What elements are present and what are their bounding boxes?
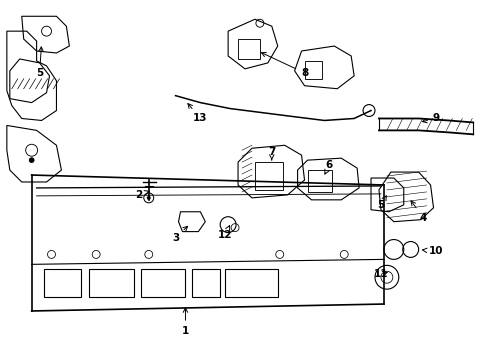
Text: 2: 2 <box>135 190 149 200</box>
Bar <box>224 269 277 297</box>
Bar <box>89 269 134 297</box>
Text: 6: 6 <box>324 160 332 174</box>
Bar <box>192 269 220 297</box>
Text: 7: 7 <box>267 147 275 160</box>
Text: 8: 8 <box>261 53 307 78</box>
Text: 1: 1 <box>182 308 189 336</box>
Text: 10: 10 <box>422 247 443 256</box>
Text: 4: 4 <box>410 201 427 223</box>
Text: 12: 12 <box>218 226 232 239</box>
Text: 11: 11 <box>373 269 387 279</box>
Circle shape <box>29 158 34 163</box>
Bar <box>141 269 185 297</box>
Bar <box>43 269 81 297</box>
Bar <box>254 162 282 190</box>
Bar <box>304 61 322 79</box>
Text: 13: 13 <box>187 104 207 123</box>
Text: 5: 5 <box>36 47 43 78</box>
Text: 5: 5 <box>377 196 386 210</box>
Text: 9: 9 <box>422 113 439 123</box>
Text: 3: 3 <box>172 226 187 243</box>
Bar <box>307 170 332 192</box>
Circle shape <box>146 196 150 200</box>
Bar <box>238 39 259 59</box>
